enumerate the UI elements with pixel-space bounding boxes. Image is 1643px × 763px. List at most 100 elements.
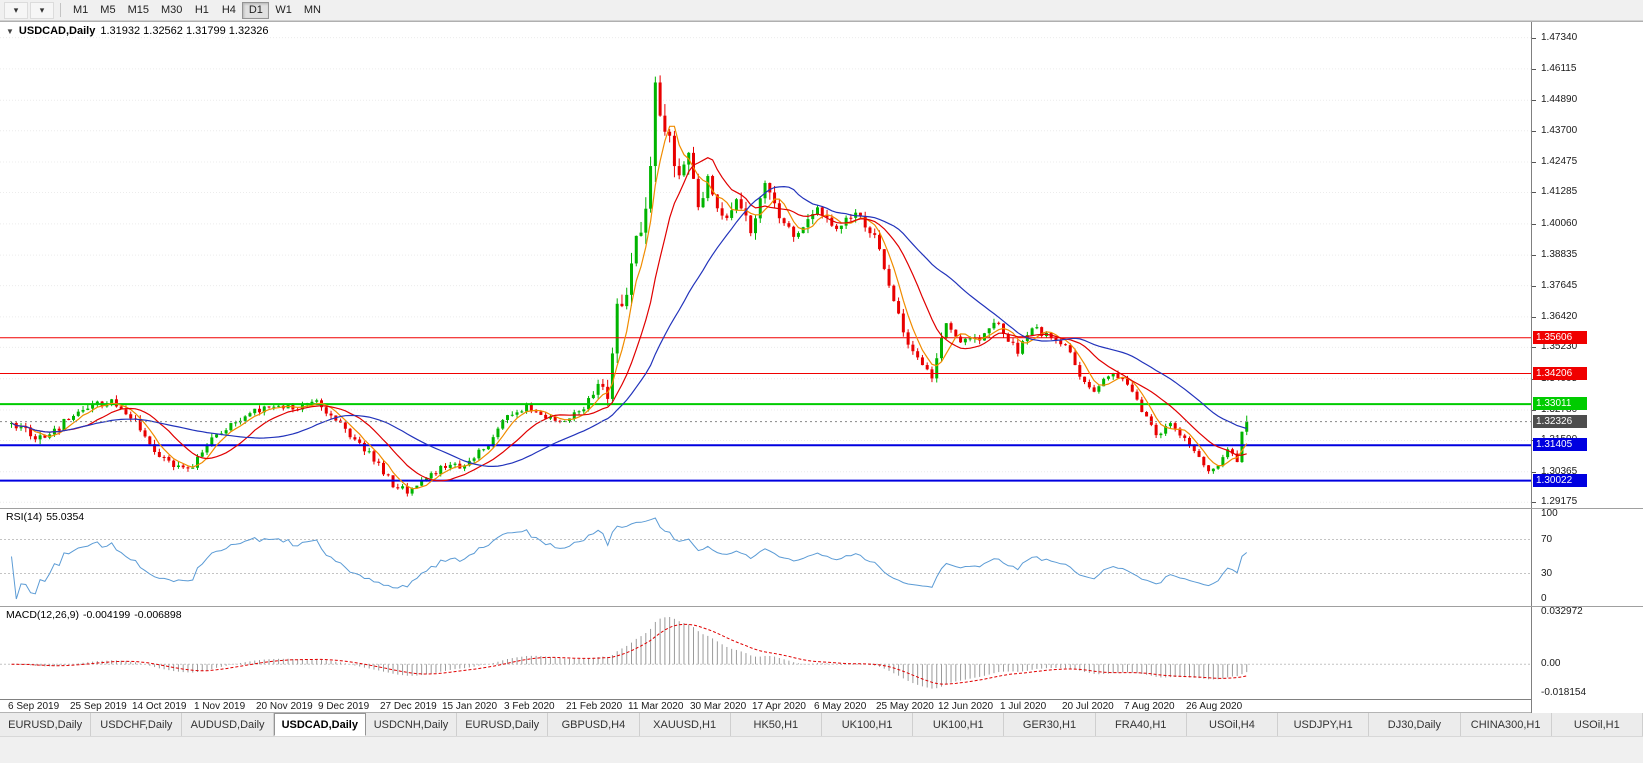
price-tick-label: 1.47340: [1541, 31, 1578, 43]
chart-title: ▼ USDCAD,Daily 1.31932 1.32562 1.31799 1…: [6, 25, 273, 37]
rsi-panel[interactable]: [0, 508, 1531, 606]
price-tick-label: 1.42475: [1541, 156, 1578, 168]
date-label: 14 Oct 2019: [132, 701, 187, 712]
price-tick-label: 1.38835: [1541, 249, 1578, 261]
price-tick-label: 1.37645: [1541, 279, 1578, 291]
tf-button-m30[interactable]: M30: [160, 4, 183, 16]
chart-ohlc-values: 1.31932 1.32562 1.31799 1.32326: [100, 25, 269, 37]
rsi-tick-label: 0: [1541, 593, 1547, 604]
price-chart-canvas[interactable]: [0, 22, 1531, 508]
date-label: 11 Mar 2020: [628, 701, 684, 712]
date-label: 1 Nov 2019: [194, 701, 246, 712]
macd-name: MACD(12,26,9): [6, 609, 79, 621]
chart-tab-bar: EURUSD,Daily USDCHF,Daily AUDUSD,Daily USDC…: [0, 712, 1643, 736]
symbol-tab-uk100-h1[interactable]: UK100,H1: [822, 713, 914, 736]
date-label: 3 Feb 2020: [504, 701, 555, 712]
price-tick-label: 1.40060: [1541, 217, 1578, 229]
symbol-tab-uk100-h1[interactable]: UK100,H1: [913, 713, 1005, 736]
symbol-tab-usoil-h1[interactable]: USOil,H1: [1552, 713, 1643, 736]
date-label: 6 Sep 2019: [8, 701, 60, 712]
symbol-tab-eurusd-daily[interactable]: EURUSD,Daily: [457, 713, 549, 736]
symbol-tab-usdcnh-daily[interactable]: USDCNH,Daily: [366, 713, 458, 736]
symbol-tab-usdjpy-h1[interactable]: USDJPY,H1: [1278, 713, 1370, 736]
price-axis[interactable]: 1.47340 1.46115 1.44890 1.43700 1.42475 1.412…: [1531, 22, 1643, 713]
windows-menu-icon[interactable]: ▾: [30, 1, 54, 19]
date-label: 26 Aug 2020: [1186, 701, 1243, 712]
rsi-tick-label: 30: [1541, 567, 1553, 579]
price-tick-label: 1.30365: [1541, 465, 1578, 477]
date-label: 27 Dec 2019: [380, 701, 437, 712]
macd-tick-label: 0.032972: [1541, 606, 1583, 617]
symbol-tab-usdcad-daily[interactable]: USDCAD,Daily: [273, 713, 366, 736]
date-label: 25 Sep 2019: [70, 701, 127, 712]
symbol-tab-hk50-h1[interactable]: HK50,H1: [731, 713, 822, 736]
panel-divider[interactable]: [0, 606, 1643, 607]
axis-tick: [1532, 223, 1536, 225]
symbol-tab-ger30-h1[interactable]: GER30,H1: [1004, 713, 1096, 736]
price-line-label: 1.34206: [1533, 366, 1587, 380]
tf-button-m1[interactable]: M1: [73, 4, 89, 16]
tf-button-h1[interactable]: H1: [194, 4, 209, 16]
tf-button-d1[interactable]: D1: [242, 1, 270, 19]
axis-tick: [1532, 347, 1536, 349]
symbol-tab-china300-h1[interactable]: CHINA300,H1: [1461, 713, 1552, 736]
rsi-tick-label: 70: [1541, 533, 1553, 545]
date-label: 20 Nov 2019: [256, 701, 313, 712]
macd-tick-label: -0.018154: [1541, 687, 1587, 698]
charts-menu-icon[interactable]: ▾: [4, 1, 28, 19]
price-tick-label: 1.44890: [1541, 94, 1578, 106]
symbol-tab-eurusd-daily[interactable]: EURUSD,Daily: [0, 713, 92, 736]
macd-main-value: -0.004199: [82, 609, 131, 621]
symbol-tab-usoil-h4[interactable]: USOil,H4: [1187, 713, 1279, 736]
tf-button-h4[interactable]: H4: [221, 4, 236, 16]
price-line-label: 1.35606: [1533, 330, 1587, 344]
date-label: 1 Jul 2020: [1000, 701, 1047, 712]
collapse-arrow-icon[interactable]: ▼: [6, 26, 14, 36]
tf-button-m15[interactable]: M15: [127, 4, 149, 16]
price-line-label: 1.30022: [1533, 473, 1587, 487]
symbol-tab-fra40-h1[interactable]: FRA40,H1: [1096, 713, 1187, 736]
date-label: 21 Feb 2020: [566, 701, 623, 712]
status-bar: [0, 736, 1643, 763]
symbol-tab-xauusd-h1[interactable]: XAUUSD,H1: [640, 713, 731, 736]
date-label: 12 Jun 2020: [938, 701, 994, 712]
macd-panel[interactable]: [0, 606, 1531, 699]
time-axis[interactable]: 6 Sep 2019 25 Sep 2019 14 Oct 2019 1 Nov 20…: [0, 699, 1531, 713]
date-label: 30 Mar 2020: [690, 701, 747, 712]
panel-divider[interactable]: [0, 508, 1643, 509]
timeframe-toolbar: ▾ ▾ M1 M5 M15 M30 H1 H4 D1 W1 MN: [0, 0, 1643, 21]
date-label: 20 Jul 2020: [1062, 701, 1114, 712]
tf-button-m5[interactable]: M5: [100, 4, 116, 16]
axis-tick: [1532, 130, 1536, 132]
rsi-name: RSI(14): [6, 511, 43, 523]
axis-tick: [1532, 316, 1536, 318]
date-label: 15 Jan 2020: [442, 701, 498, 712]
rsi-tick-label: 100: [1541, 508, 1558, 519]
date-label: 17 Apr 2020: [752, 701, 806, 712]
axis-tick: [1532, 255, 1536, 257]
price-tick-label: 1.43700: [1541, 124, 1578, 136]
date-label: 6 May 2020: [814, 701, 867, 712]
symbol-tab-dj30-daily[interactable]: DJ30,Daily: [1369, 713, 1461, 736]
symbol-tab-gbpusd-h4[interactable]: GBPUSD,H4: [548, 713, 640, 736]
date-label: 25 May 2020: [876, 701, 934, 712]
axis-tick: [1532, 410, 1536, 412]
price-tick-label: 1.29175: [1541, 496, 1578, 508]
rsi-value: 55.0354: [46, 511, 85, 523]
date-label: 7 Aug 2020: [1124, 701, 1175, 712]
tf-button-mn[interactable]: MN: [303, 4, 321, 16]
current-price-label: 1.32326: [1533, 414, 1587, 428]
axis-tick: [1532, 162, 1536, 164]
chart-window: ▼ USDCAD,Daily 1.31932 1.32562 1.31799 1…: [0, 21, 1643, 713]
chart-symbol-label: USDCAD,Daily: [18, 25, 96, 37]
price-tick-label: 1.36420: [1541, 310, 1578, 322]
symbol-tab-usdchf-daily[interactable]: USDCHF,Daily: [91, 713, 183, 736]
price-line-label: 1.31405: [1533, 438, 1587, 452]
price-tick-label: 1.41285: [1541, 186, 1578, 198]
macd-tick-label: 0.00: [1541, 658, 1561, 670]
symbol-tab-audusd-daily[interactable]: AUDUSD,Daily: [182, 713, 274, 736]
tf-button-w1[interactable]: W1: [275, 4, 292, 16]
macd-indicator-label: MACD(12,26,9) -0.004199 -0.006898: [6, 609, 186, 621]
price-line-label: 1.33011: [1533, 397, 1587, 411]
